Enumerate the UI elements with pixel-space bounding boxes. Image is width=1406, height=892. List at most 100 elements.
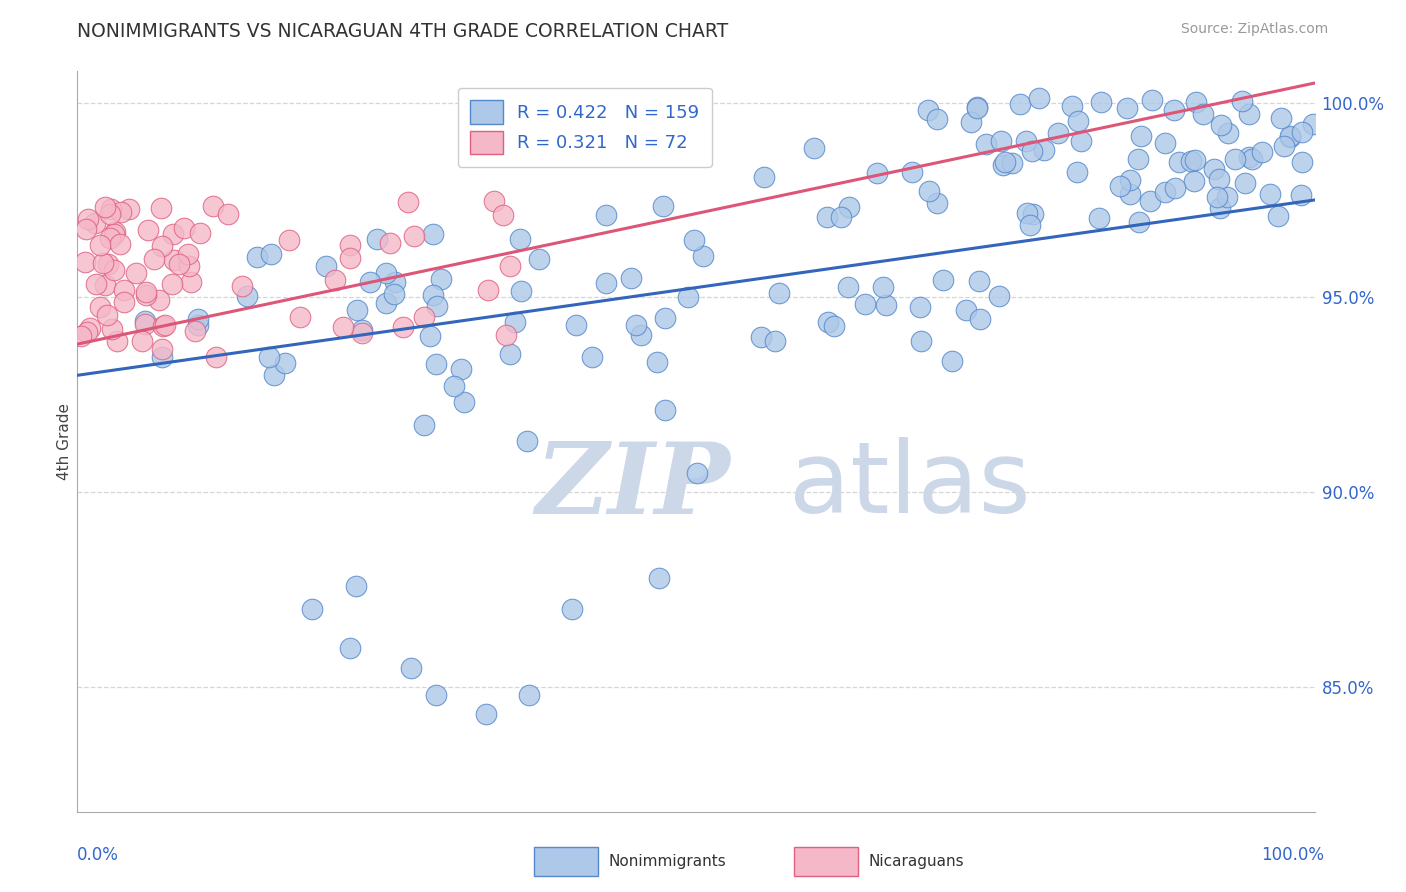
Point	[1216, 190, 1239, 204]
Point	[134, 318, 156, 332]
Point	[595, 276, 617, 290]
Point	[89, 300, 111, 314]
Point	[1018, 218, 1040, 232]
Point	[425, 357, 447, 371]
Point	[112, 283, 135, 297]
Point	[103, 227, 125, 241]
Point	[402, 228, 425, 243]
Point	[1267, 209, 1289, 223]
Point	[651, 199, 673, 213]
Point	[103, 263, 125, 277]
Point	[150, 239, 173, 253]
Point	[231, 279, 253, 293]
Point	[1234, 176, 1257, 190]
Point	[75, 254, 97, 268]
Point	[422, 288, 444, 302]
Point	[136, 222, 159, 236]
Point	[205, 350, 228, 364]
Point	[180, 275, 202, 289]
Point	[274, 355, 297, 369]
Point	[150, 342, 173, 356]
Point	[815, 210, 838, 224]
Text: 100.0%: 100.0%	[1261, 846, 1324, 863]
Point	[1017, 206, 1039, 220]
Point	[749, 330, 772, 344]
Point	[1046, 126, 1069, 140]
Point	[1184, 95, 1206, 109]
Point	[1067, 114, 1090, 128]
Point	[150, 350, 173, 364]
Point	[202, 199, 225, 213]
Point	[374, 266, 396, 280]
Point	[510, 284, 533, 298]
Point	[575, 140, 598, 154]
Text: atlas: atlas	[789, 437, 1031, 534]
Point	[450, 361, 472, 376]
Point	[150, 202, 173, 216]
Point	[382, 286, 405, 301]
Point	[509, 232, 531, 246]
Point	[875, 298, 897, 312]
Point	[134, 288, 156, 302]
Point	[482, 194, 505, 209]
Point	[1066, 165, 1088, 179]
Point	[492, 208, 515, 222]
Point	[830, 210, 852, 224]
Point	[1090, 95, 1112, 110]
Point	[1272, 138, 1295, 153]
Point	[1022, 207, 1045, 221]
Point	[76, 325, 98, 339]
Point	[1060, 99, 1083, 113]
Point	[217, 207, 239, 221]
Point	[752, 169, 775, 184]
Point	[1010, 97, 1032, 112]
Point	[763, 334, 786, 349]
Point	[676, 289, 699, 303]
Point	[177, 259, 200, 273]
Point	[900, 165, 922, 179]
Point	[101, 322, 124, 336]
Point	[581, 350, 603, 364]
Point	[561, 602, 583, 616]
Point	[169, 256, 191, 270]
Point	[1209, 202, 1232, 216]
Text: NONIMMIGRANTS VS NICARAGUAN 4TH GRADE CORRELATION CHART: NONIMMIGRANTS VS NICARAGUAN 4TH GRADE CO…	[77, 22, 728, 41]
Point	[104, 225, 127, 239]
Point	[134, 314, 156, 328]
Point	[917, 184, 939, 198]
Point	[654, 402, 676, 417]
Point	[366, 232, 388, 246]
Point	[1033, 143, 1056, 157]
Point	[838, 200, 860, 214]
Point	[1070, 134, 1092, 148]
Point	[160, 277, 183, 292]
Point	[188, 226, 211, 240]
Point	[1230, 95, 1253, 109]
Point	[908, 300, 931, 314]
Point	[910, 334, 932, 348]
Point	[624, 318, 647, 333]
Point	[974, 137, 997, 152]
Point	[1278, 129, 1301, 144]
Point	[184, 324, 207, 338]
Point	[1116, 101, 1139, 115]
Point	[339, 641, 361, 656]
Point	[966, 99, 988, 113]
Point	[837, 280, 859, 294]
Point	[1119, 173, 1142, 187]
Point	[477, 283, 499, 297]
Point	[1240, 152, 1263, 166]
Point	[917, 103, 939, 117]
Point	[990, 135, 1012, 149]
Point	[817, 315, 839, 329]
Point	[352, 323, 374, 337]
Point	[257, 350, 280, 364]
Point	[117, 202, 139, 216]
Point	[339, 238, 361, 252]
Point	[1001, 156, 1024, 170]
Point	[988, 289, 1011, 303]
Point	[153, 318, 176, 333]
Point	[396, 194, 419, 209]
Point	[412, 418, 434, 433]
Text: Nonimmigrants: Nonimmigrants	[609, 855, 727, 869]
